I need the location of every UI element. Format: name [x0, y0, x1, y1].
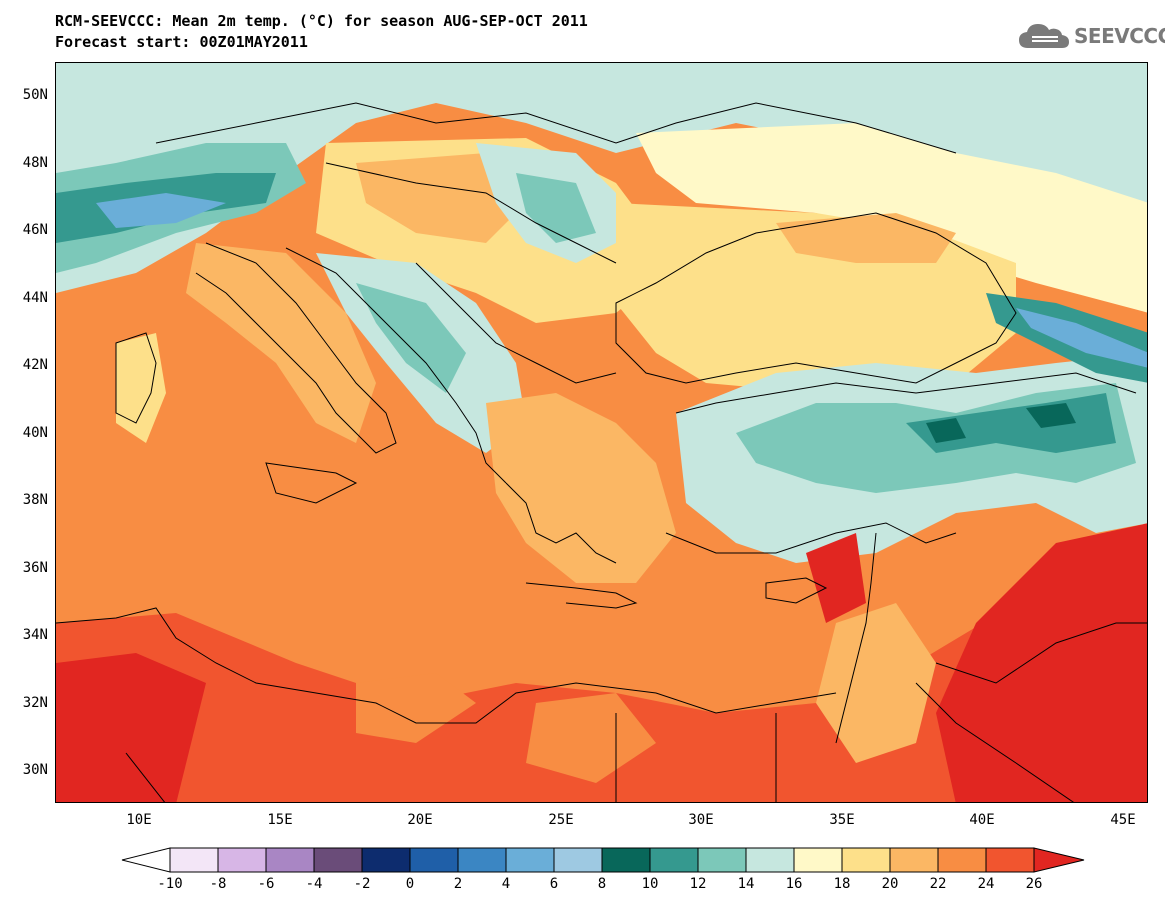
colorbar-swatch — [505, 847, 555, 873]
colorbar-tick-label: 14 — [737, 876, 755, 892]
colorbar-tick-label: 0 — [405, 876, 415, 892]
lat-label: 32N — [22, 695, 48, 711]
colorbar-under-triangle — [121, 847, 171, 873]
lat-label: 38N — [22, 492, 48, 508]
lon-label: 25E — [548, 812, 574, 828]
colorbar-tick-label: 16 — [785, 876, 803, 892]
colorbar-tick-label: -4 — [305, 876, 323, 892]
colorbar-swatch — [169, 847, 219, 873]
colorbar-tick-label: -8 — [209, 876, 227, 892]
lon-label: 35E — [829, 812, 855, 828]
colorbar-swatch — [841, 847, 891, 873]
lat-label: 42N — [22, 357, 48, 373]
cloud-icon — [1019, 24, 1069, 48]
colorbar-tick-label: 22 — [929, 876, 947, 892]
colorbar-swatch — [457, 847, 507, 873]
lat-label: 30N — [22, 762, 48, 778]
colorbar-tick-label: 26 — [1025, 876, 1043, 892]
logo-text: SEEVCCC — [1074, 24, 1165, 48]
colorbar-swatch — [409, 847, 459, 873]
map-canvas — [56, 63, 1147, 802]
colorbar-swatch — [265, 847, 315, 873]
map-title: RCM-SEEVCCC: Mean 2m temp. (°C) for seas… — [55, 12, 588, 30]
lon-label: 45E — [1110, 812, 1136, 828]
colorbar-swatch — [217, 847, 267, 873]
colorbar-tick-label: 2 — [453, 876, 463, 892]
colorbar-swatch — [553, 847, 603, 873]
colorbar-swatch — [745, 847, 795, 873]
lon-label: 40E — [969, 812, 995, 828]
lat-label: 50N — [22, 87, 48, 103]
colorbar-tick-label: 18 — [833, 876, 851, 892]
forecast-start-label: Forecast start: 00Z01MAY2011 — [55, 33, 308, 51]
colorbar-tick-label: -6 — [257, 876, 275, 892]
lat-label: 36N — [22, 560, 48, 576]
colorbar-swatch — [361, 847, 411, 873]
lon-label: 15E — [267, 812, 293, 828]
colorbar-swatch — [697, 847, 747, 873]
lon-label: 10E — [126, 812, 152, 828]
colorbar-tick-label: 10 — [641, 876, 659, 892]
seevccc-logo: SEEVCCC — [1018, 22, 1165, 50]
colorbar-tick-label: 20 — [881, 876, 899, 892]
colorbar-tick-label: -10 — [157, 876, 183, 892]
colorbar-swatch — [889, 847, 939, 873]
colorbar-swatch — [793, 847, 843, 873]
colorbar-over-triangle — [1033, 847, 1085, 873]
temperature-map — [55, 62, 1148, 803]
colorbar-tick-label: 6 — [549, 876, 559, 892]
colorbar-swatch — [601, 847, 651, 873]
colorbar-tick-label: 4 — [501, 876, 511, 892]
lat-label: 48N — [22, 155, 48, 171]
colorbar-swatch — [985, 847, 1035, 873]
colorbar-tick-label: -2 — [353, 876, 371, 892]
colorbar-swatch — [313, 847, 363, 873]
lat-label: 44N — [22, 290, 48, 306]
lon-label: 20E — [407, 812, 433, 828]
colorbar-swatch — [649, 847, 699, 873]
lat-label: 46N — [22, 222, 48, 238]
colorbar-tick-label: 12 — [689, 876, 707, 892]
lon-label: 30E — [688, 812, 714, 828]
colorbar-tick-label: 8 — [597, 876, 607, 892]
lat-label: 40N — [22, 425, 48, 441]
colorbar-swatch — [937, 847, 987, 873]
lat-label: 34N — [22, 627, 48, 643]
colorbar-tick-label: 24 — [977, 876, 995, 892]
